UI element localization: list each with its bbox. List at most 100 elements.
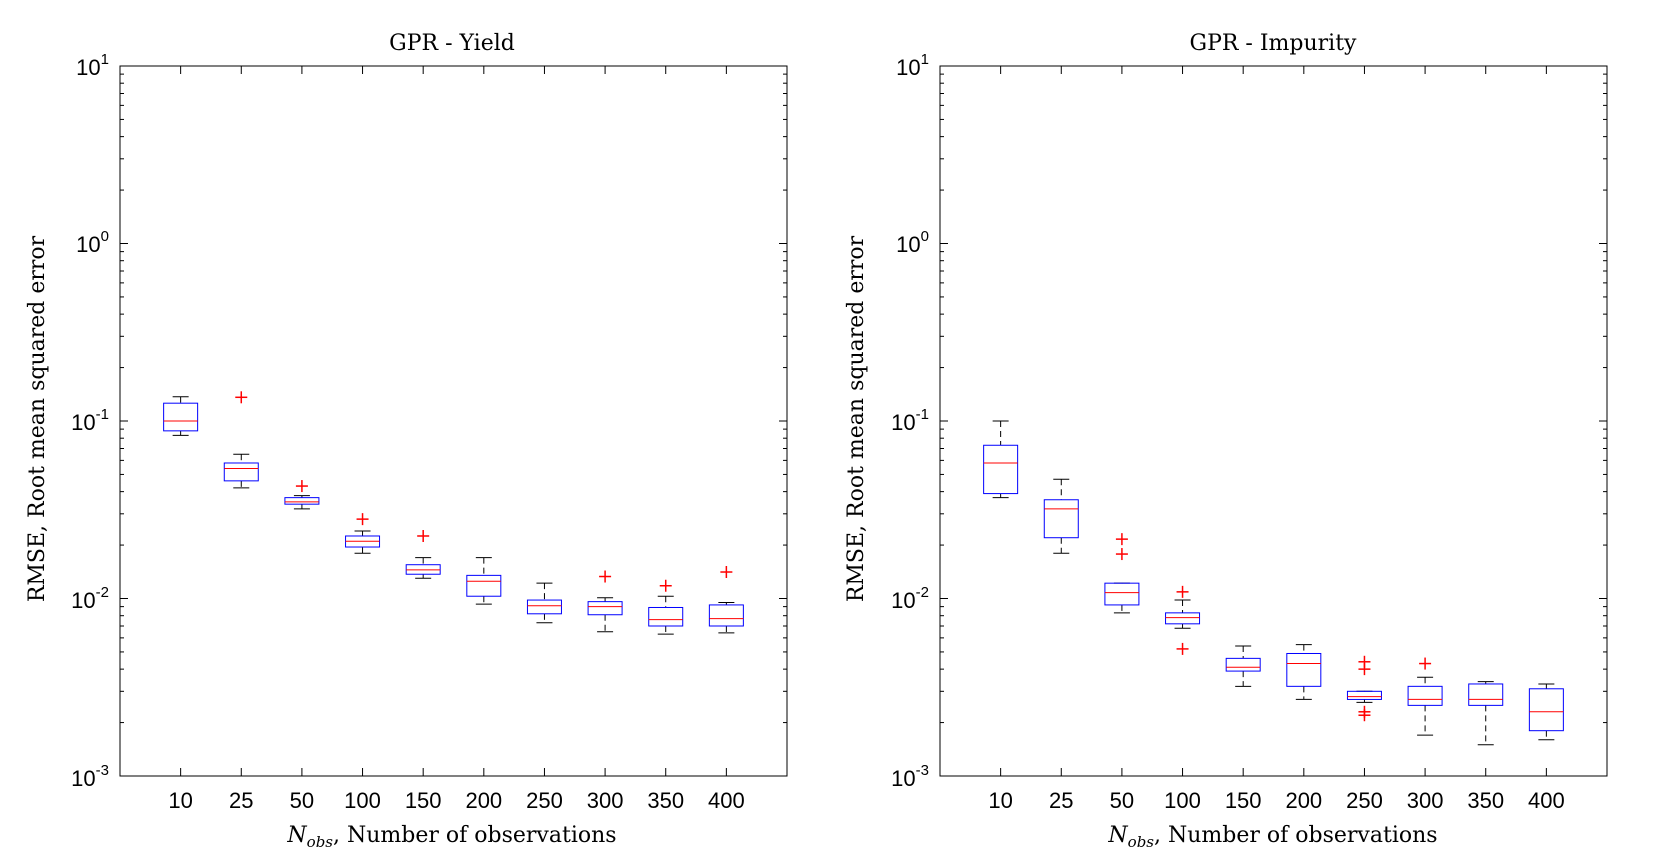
outlier-marker — [235, 391, 248, 404]
x-tick-label: 350 — [1467, 788, 1504, 813]
x-tick-label: 10 — [168, 788, 192, 813]
x-tick-label: 300 — [587, 788, 624, 813]
outlier-marker — [1115, 548, 1128, 561]
box-iqr — [1165, 612, 1201, 625]
box-iqr — [1104, 582, 1140, 606]
outlier-marker — [599, 570, 612, 583]
x-tick-label: 150 — [1225, 788, 1262, 813]
x-axis-text: , Number of observations — [1154, 823, 1438, 848]
x-tick-label: 100 — [1164, 788, 1201, 813]
y-tick-label: 10-2 — [71, 584, 109, 613]
box-iqr — [983, 444, 1019, 495]
box-iqr — [648, 606, 684, 627]
box-plot — [1286, 644, 1322, 700]
y-axis-label: RMSE, Root mean squared error — [25, 235, 50, 602]
box-plot — [345, 513, 381, 554]
x-tick-label: 200 — [1285, 788, 1322, 813]
y-tick-label: 10-1 — [891, 406, 929, 435]
x-axis-label: Nobs, Number of observations — [1107, 823, 1437, 851]
outlier-marker — [1419, 657, 1432, 670]
box-iqr — [1468, 683, 1504, 706]
box-plot — [1528, 683, 1564, 741]
x-tick-label: 250 — [526, 788, 563, 813]
x-axis-subscript: obs — [1128, 833, 1155, 851]
box-plot — [284, 480, 320, 510]
box-plot — [405, 529, 441, 579]
box-plot — [648, 579, 684, 635]
box-plot — [1165, 585, 1201, 655]
panel-title: GPR - Impurity — [1190, 31, 1358, 56]
outlier-marker — [1358, 655, 1371, 668]
y-tick-label: 10-2 — [891, 584, 929, 613]
x-tick-label: 50 — [290, 788, 314, 813]
x-axis-symbol: N — [1107, 823, 1128, 848]
box-plot — [1346, 655, 1382, 722]
box-iqr — [587, 601, 623, 616]
outlier-marker — [659, 579, 672, 592]
outlier-marker — [295, 480, 308, 493]
x-tick-label: 150 — [405, 788, 442, 813]
box-plot — [223, 391, 259, 489]
box-iqr — [1286, 652, 1322, 687]
box-plot — [587, 570, 623, 633]
x-tick-label: 200 — [465, 788, 502, 813]
box-plot — [1043, 478, 1079, 554]
x-axis-text: , Number of observations — [333, 823, 617, 848]
x-tick-label: 250 — [1346, 788, 1383, 813]
box-plot — [1468, 681, 1504, 746]
box-plot — [1225, 645, 1261, 687]
x-tick-label: 50 — [1110, 788, 1134, 813]
plot-area: 10 25 50 100 150 200 250 300 350 400 — [939, 65, 1608, 813]
panel-title: GPR - Yield — [389, 31, 515, 56]
box-plot — [163, 396, 199, 436]
panel-impurity: GPR - Impurity RMSE, Root mean squared e… — [844, 31, 1608, 851]
box-iqr — [284, 497, 320, 505]
x-tick-label: 25 — [229, 788, 253, 813]
panel-yield: GPR - Yield RMSE, Root mean squared erro… — [25, 31, 788, 851]
y-tick-label: 101 — [896, 51, 929, 80]
y-tick-label: 10-3 — [71, 762, 109, 791]
outlier-marker — [417, 529, 430, 542]
box-iqr — [223, 462, 259, 482]
box-plot — [983, 420, 1019, 499]
x-tick-label: 25 — [1049, 788, 1073, 813]
y-tick-label: 10-3 — [891, 762, 929, 791]
box-plot — [1407, 657, 1443, 736]
x-axis-symbol: N — [286, 823, 307, 848]
y-tick-label: 100 — [896, 228, 929, 257]
box-iqr — [1346, 690, 1382, 700]
box-iqr — [1043, 499, 1079, 539]
outlier-marker — [1176, 585, 1189, 598]
x-tick-label: 350 — [647, 788, 684, 813]
box-iqr — [708, 604, 744, 627]
box-iqr — [163, 402, 199, 432]
x-axis-label: Nobs, Number of observations — [286, 823, 616, 851]
box-plot — [526, 582, 562, 624]
y-tick-label: 10-1 — [71, 406, 109, 435]
box-iqr — [1225, 657, 1261, 672]
box-iqr — [526, 599, 562, 615]
x-tick-label: 300 — [1407, 788, 1444, 813]
outlier-marker — [1176, 642, 1189, 655]
y-tick-label: 100 — [76, 228, 109, 257]
outlier-marker — [1115, 533, 1128, 546]
x-tick-label: 400 — [1528, 788, 1565, 813]
x-tick-label: 10 — [988, 788, 1012, 813]
box-iqr — [1407, 685, 1443, 706]
y-tick-label: 101 — [76, 51, 109, 80]
box-plot — [466, 557, 502, 605]
plot-area: 10 25 50 100 150 200 250 300 350 400 — [119, 65, 788, 813]
x-axis-subscript: obs — [307, 833, 334, 851]
y-axis-label: RMSE, Root mean squared error — [844, 235, 869, 602]
outlier-marker — [1358, 705, 1371, 718]
x-tick-label: 400 — [708, 788, 745, 813]
box-iqr — [1528, 688, 1564, 732]
x-tick-label: 100 — [344, 788, 381, 813]
outlier-marker — [720, 566, 733, 579]
box-plot — [1104, 533, 1140, 614]
box-plot — [708, 566, 744, 634]
box-iqr — [466, 574, 502, 597]
outlier-marker — [356, 513, 369, 526]
